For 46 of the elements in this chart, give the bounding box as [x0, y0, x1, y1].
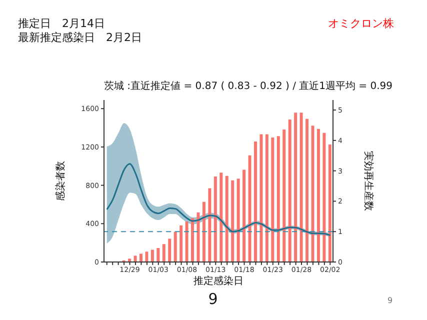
bar	[202, 202, 206, 262]
bar	[128, 258, 132, 262]
text: 最新推定感染日 2月2日	[18, 31, 142, 44]
bar	[271, 137, 274, 262]
y-axis-title: 感染者数	[54, 161, 67, 201]
text: 推定日 2月14日	[18, 17, 105, 30]
bar	[276, 136, 280, 262]
bar	[180, 225, 183, 262]
bar	[139, 254, 142, 262]
line-series	[106, 163, 331, 236]
bar	[214, 176, 217, 262]
bar	[294, 112, 298, 262]
bar	[254, 142, 257, 262]
text: 9	[386, 296, 394, 305]
text: 9	[207, 290, 219, 308]
bar	[288, 120, 292, 262]
bar	[220, 172, 223, 262]
bar	[150, 250, 154, 262]
bar	[162, 244, 166, 262]
bar	[322, 132, 326, 262]
bar	[316, 128, 320, 262]
bar	[174, 232, 177, 262]
bar	[134, 256, 137, 262]
chart-title: 茨城 :直近推定値 = 0.87 ( 0.83 - 0.92 ) / 直近1週平均 = 0.99	[104, 80, 392, 93]
bar	[168, 238, 172, 262]
bar	[208, 188, 212, 262]
bar	[236, 178, 240, 262]
bar	[311, 126, 314, 262]
bar	[225, 176, 228, 262]
bar	[231, 180, 234, 262]
bar	[242, 170, 246, 262]
bar	[185, 221, 188, 262]
bar	[328, 144, 332, 262]
bar	[306, 118, 309, 262]
bar	[248, 155, 252, 262]
bar	[260, 134, 263, 262]
bar	[265, 134, 268, 262]
bar	[282, 130, 286, 262]
text: オミクロン株	[328, 17, 394, 31]
y2-axis-title: 実効再生産数	[362, 151, 374, 211]
bar	[145, 252, 148, 262]
bar	[196, 212, 200, 262]
bar	[191, 218, 194, 262]
bar	[156, 248, 160, 262]
x-axis-title: 推定感染日	[192, 274, 244, 288]
bar	[300, 112, 303, 262]
